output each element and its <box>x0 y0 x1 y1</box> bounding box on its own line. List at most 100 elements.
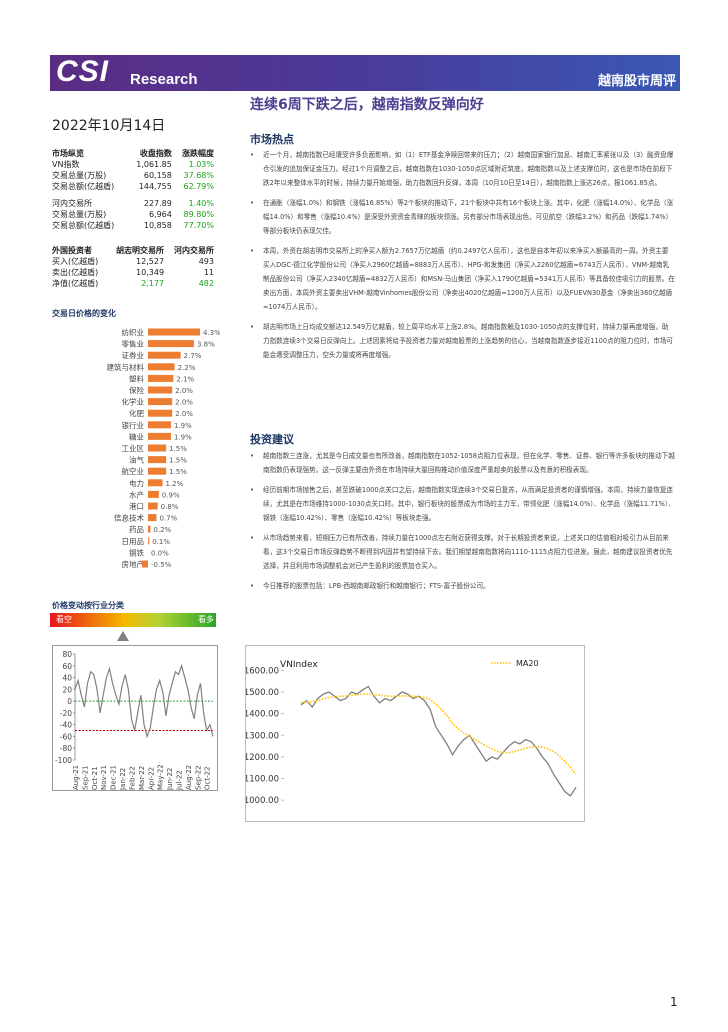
x-tick-label: Oct-21 <box>91 766 99 790</box>
table-row: 交易总量(万股) 6,964 89.80% <box>50 209 216 220</box>
bar <box>148 525 151 533</box>
table-cell: 1.40% <box>188 199 214 208</box>
table-cell: 交易总量(万股) <box>52 171 107 180</box>
y-tick-label: -20 <box>60 709 72 718</box>
bar <box>148 479 163 487</box>
table-cell: 62.79% <box>183 182 214 191</box>
bullet-item: 近一个月，越南指数已经遭受许多负面影响，如（1）ETF基金净赎回带来的压力；（2… <box>250 148 675 190</box>
table-cell: 11 <box>203 268 214 277</box>
legend-label: MA20 <box>516 659 539 668</box>
report-title: 越南股市周评 <box>597 74 676 89</box>
table-cell: 10,349 <box>136 268 165 277</box>
value-label: 0.8% <box>161 503 179 511</box>
data-line <box>300 693 577 775</box>
bearish-label: 看空 <box>56 615 72 624</box>
table-header: 市场纵览 收盘指数 涨跌幅度 <box>50 148 216 159</box>
table-row: 交易总额(亿越盾) 144,755 62.79% <box>50 181 216 195</box>
bar <box>148 467 167 475</box>
table-cell: 10,858 <box>143 221 172 230</box>
table-cell: 144,755 <box>138 182 172 191</box>
category-label: 油气 <box>129 455 144 465</box>
bar <box>148 421 171 429</box>
bar <box>148 514 157 522</box>
x-tick-label: Aug-22 <box>185 765 193 790</box>
brand-subtitle: Research <box>130 71 198 88</box>
data-line <box>74 663 214 739</box>
value-label: 3.8% <box>197 341 215 349</box>
report-date: 2022年10月14日 <box>52 118 166 134</box>
value-label: 1.5% <box>169 457 187 465</box>
category-label: 电力 <box>129 478 144 488</box>
bar <box>148 456 167 464</box>
y-tick-label: 60 <box>62 662 72 671</box>
bar <box>148 409 173 417</box>
value-label: 2.0% <box>175 399 193 407</box>
y-tick-label: 1000.00 <box>245 796 279 806</box>
y-tick-label: 20 <box>62 685 72 694</box>
sentiment-pointer <box>117 631 129 641</box>
value-label: 1.9% <box>174 422 192 430</box>
value-label: 0.1% <box>152 538 170 546</box>
category-label: 化肥 <box>129 408 144 418</box>
table-cell: 6,964 <box>148 210 172 219</box>
table-cell: 60,158 <box>143 171 172 180</box>
table-cell: 37.68% <box>183 171 214 180</box>
sentiment-bar <box>50 613 216 627</box>
bar <box>148 432 171 440</box>
table-row: 净值(亿越盾) 2,177 482 <box>50 278 216 289</box>
y-tick-label: 80 <box>62 650 72 659</box>
value-label: 1.9% <box>174 433 192 441</box>
header-cell: 市场纵览 <box>52 149 84 158</box>
category-label: 钢铁 <box>129 547 144 557</box>
y-tick-label: 1100.00 <box>245 775 279 785</box>
table-cell: 1,061.85 <box>136 160 172 169</box>
sector-chart: 纺织业 4.3% 零售业 3.8% 证券业 2.7% 建筑与材料 2.2% 塑料 2.1% 保险 2.… <box>107 327 221 569</box>
bullet-item: 从市场趋势来看，短期压力已有所改善，持续力量在1000点左右附近获得支撑。对于长… <box>250 531 675 573</box>
value-label: 2.0% <box>175 387 193 395</box>
x-tick-label: Oct-22 <box>204 766 212 790</box>
x-tick-label: Jun-22 <box>166 768 174 791</box>
legend-label: VNIndex <box>280 660 318 670</box>
table-row: 河内交易所 227.89 1.40% <box>50 195 216 209</box>
value-label: 0.9% <box>162 491 180 499</box>
investor-table: 外国投资者 胡志明交易所 河内交易所 买入(亿越盾) 12,527 493 卖出(亿越盾) 1… <box>50 245 216 289</box>
x-tick-label: Jan-22 <box>119 768 127 791</box>
header-cell: 外国投资者 <box>52 246 92 255</box>
value-label: 0.7% <box>159 515 177 523</box>
value-label: 4.3% <box>203 329 220 337</box>
table-cell: 河内交易所 <box>52 199 92 208</box>
value-label: 1.5% <box>169 445 187 453</box>
table-header: 外国投资者 胡志明交易所 河内交易所 <box>50 245 216 256</box>
table-row: 卖出(亿越盾) 10,349 11 <box>50 267 216 278</box>
y-tick-label: 1300.00 <box>245 731 279 741</box>
y-tick-label: -60 <box>60 732 72 741</box>
y-tick-label: -40 <box>60 721 72 730</box>
table-cell: 买入(亿越盾) <box>52 257 99 266</box>
category-label: 航空业 <box>122 466 145 476</box>
index-chart: 1600.00 1500.00 1400.00 1300.00 1200.00 1100.… <box>245 645 585 822</box>
category-label: 塑料 <box>129 373 144 383</box>
header-cell: 涨跌幅度 <box>182 149 214 158</box>
value-label: 0.0% <box>151 549 169 557</box>
category-label: 化学业 <box>122 397 145 407</box>
value-label: 2.1% <box>176 375 194 383</box>
bar <box>148 444 167 452</box>
x-tick-label: Aug-21 <box>72 765 80 790</box>
x-tick-label: Jul-22 <box>176 770 184 791</box>
table-cell: 482 <box>198 279 214 288</box>
table-cell: 交易总量(万股) <box>52 210 107 219</box>
category-label: 房地产 <box>122 559 145 569</box>
category-label: 银行业 <box>122 420 145 430</box>
table-cell: 77.70% <box>183 221 214 230</box>
bar <box>148 340 194 348</box>
table-row: 交易总量(万股) 60,158 37.68% <box>50 170 216 181</box>
bullet-item: 经历前期市场抛售之后，甚至跌破1000点关口之后，越南指数实现连续3个交易日复苏… <box>250 483 675 525</box>
bar <box>148 363 175 371</box>
x-tick-label: Apr-22 <box>147 767 155 790</box>
category-label: 日用品 <box>122 537 145 546</box>
x-tick-label: May-22 <box>157 764 165 790</box>
bullet-item: 今日推荐的股票包括：LPB-西越南邮政银行和越南银行；FTS-富子股份公司。 <box>250 579 675 593</box>
category-label: 纺织业 <box>122 327 145 337</box>
bar <box>148 490 159 498</box>
